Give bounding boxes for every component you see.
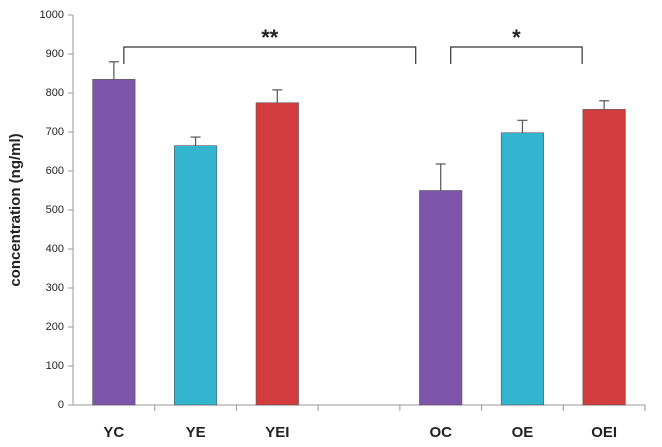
bar	[500, 132, 544, 406]
bar	[174, 145, 218, 406]
y-tick-label: 800	[46, 87, 64, 99]
y-axis-label: concentration (ng/ml)	[7, 133, 24, 286]
bar	[255, 102, 299, 406]
y-tick-label: 200	[46, 321, 64, 333]
bar	[419, 190, 463, 406]
y-tick-label: 900	[46, 48, 64, 60]
x-tick-label: YC	[103, 424, 124, 441]
bar	[582, 109, 626, 406]
x-tick-label: YE	[186, 424, 206, 441]
y-tick-label: 300	[46, 282, 64, 294]
significance-bracket	[450, 46, 583, 64]
significance-label: *	[512, 25, 521, 50]
bar	[92, 79, 136, 406]
x-tick-label: OC	[429, 424, 452, 441]
x-tick-label: YEI	[265, 424, 289, 441]
y-tick-label: 0	[58, 399, 64, 411]
y-tick-label: 400	[46, 243, 64, 255]
significance-bracket	[123, 46, 417, 64]
y-tick-label: 100	[46, 360, 64, 372]
x-tick-label: OE	[512, 424, 534, 441]
y-tick-label: 1000	[40, 9, 64, 21]
y-tick-label: 500	[46, 204, 64, 216]
y-tick-label: 600	[46, 165, 64, 177]
y-tick-label: 700	[46, 126, 64, 138]
x-tick-label: OEI	[591, 424, 617, 441]
significance-label: **	[261, 25, 279, 50]
